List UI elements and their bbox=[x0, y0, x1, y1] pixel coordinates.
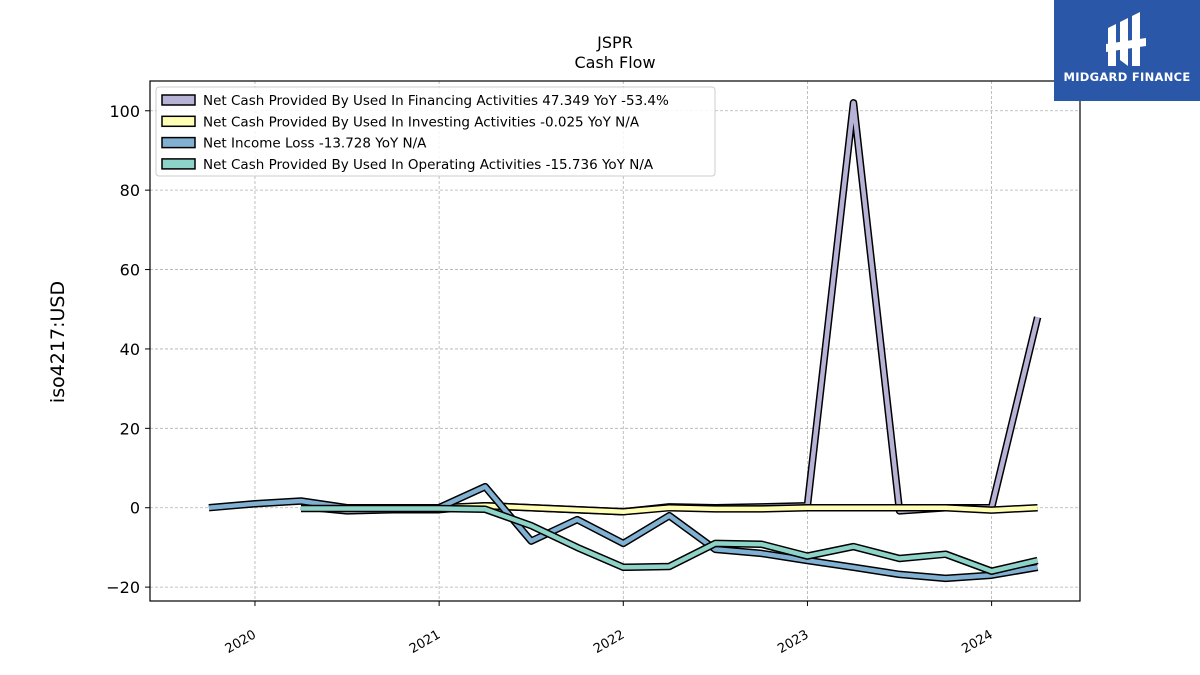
midgard-finance-logo: MIDGARD FINANCE bbox=[1054, 0, 1200, 101]
legend-swatch bbox=[161, 158, 196, 170]
legend-box bbox=[155, 86, 716, 177]
y-tick-label: 80 bbox=[120, 181, 140, 200]
y-tick-label: −20 bbox=[106, 578, 140, 597]
plot-frame bbox=[149, 80, 1081, 602]
y-tick-label: 100 bbox=[109, 102, 140, 121]
y-tick-label: 40 bbox=[120, 340, 140, 359]
x-tick-label: 2021 bbox=[407, 627, 443, 657]
legend-swatch bbox=[161, 115, 196, 128]
chart-title: JSPR bbox=[596, 33, 633, 52]
series-stroke bbox=[301, 506, 1039, 574]
logo-text: MIDGARD FINANCE bbox=[1063, 70, 1191, 84]
x-tick-label: 2024 bbox=[959, 627, 995, 657]
legend: Net Cash Provided By Used In Financing A… bbox=[155, 86, 716, 177]
legend-label: Net Cash Provided By Used In Financing A… bbox=[203, 93, 669, 109]
legend-swatch bbox=[161, 136, 196, 149]
x-tick-label: 2020 bbox=[223, 627, 259, 657]
legend-swatch bbox=[161, 94, 196, 106]
legend-label: Net Cash Provided By Used In Operating A… bbox=[203, 157, 654, 173]
series-lines bbox=[208, 99, 1042, 583]
chart-subtitle: Cash Flow bbox=[574, 53, 655, 72]
legend-label: Net Cash Provided By Used In Investing A… bbox=[203, 114, 640, 130]
series-line-4 bbox=[301, 504, 1039, 575]
legend-label: Net Income Loss -13.728 YoY N/A bbox=[203, 136, 427, 152]
y-tick-label: 60 bbox=[120, 261, 140, 280]
midgard-logo-icon bbox=[1106, 12, 1146, 66]
y-tick-label: 20 bbox=[120, 419, 140, 438]
x-tick-label: 2022 bbox=[591, 627, 627, 657]
y-tick-label: 0 bbox=[130, 499, 140, 518]
x-tick-label: 2023 bbox=[775, 627, 811, 657]
y-axis-label: iso4217:USD bbox=[47, 281, 69, 403]
